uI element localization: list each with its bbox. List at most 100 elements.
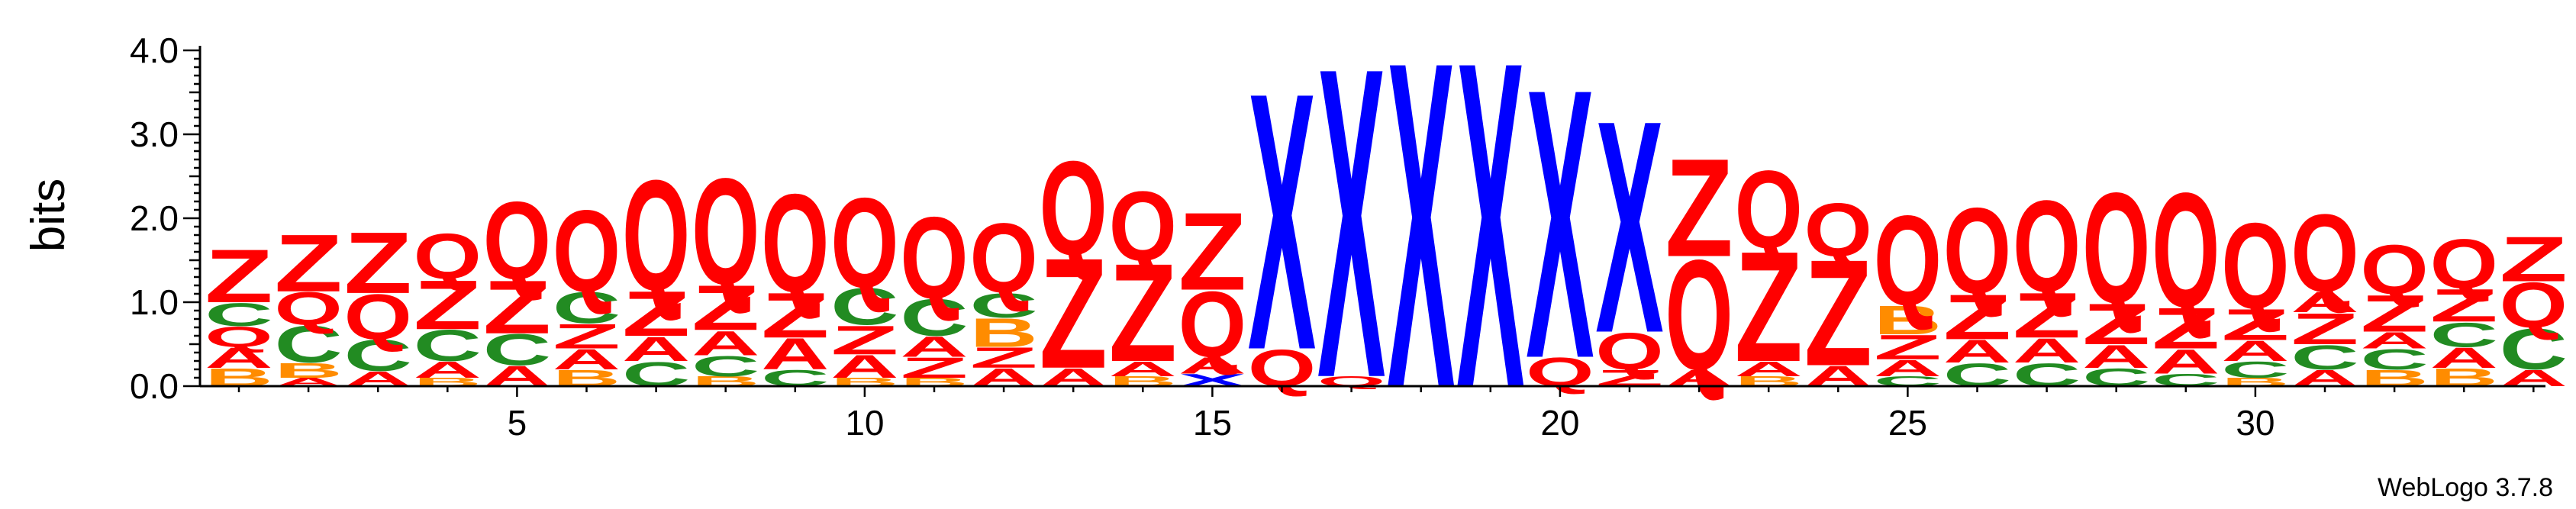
glyph-z-pos-26-2: Z	[1943, 282, 2011, 353]
glyph-z-pos-1-4: Z	[205, 234, 272, 318]
glyph-z-pos-9-2: Z	[761, 280, 829, 352]
glyph-z-pos-29-2: Z	[2152, 295, 2220, 361]
glyph-x-pos-21-2: X	[1595, 57, 1664, 396]
glyph-a-pos-8-2: A	[692, 324, 759, 362]
glyph-b-pos-2-1: B	[274, 359, 342, 382]
glyph-a-pos-10-1: A	[830, 348, 898, 385]
glyph-stacks: BAQCZABCQZACQZBACZQACZQBAZCQCAZQBCAZQCAZ…	[205, 0, 2568, 485]
y-tick-label: 3.0	[130, 114, 179, 154]
glyph-z-pos-11-1: Z	[900, 351, 968, 384]
glyph-z-pos-30-3: Z	[2221, 300, 2289, 350]
glyph-q-pos-33-4: Q	[2430, 225, 2498, 303]
x-tick-label: 15	[1193, 403, 1232, 443]
x-tick-label: 10	[845, 403, 884, 443]
y-tick-label: 1.0	[130, 282, 179, 322]
glyph-c-pos-6-3: C	[553, 284, 621, 333]
glyph-c-pos-33-2: C	[2430, 315, 2498, 354]
glyph-a-pos-32-2: A	[2360, 327, 2428, 353]
glyph-q-pos-12-4: Q	[969, 202, 1037, 313]
glyph-q-pos-22-1: Q	[1665, 228, 1733, 404]
glyph-q-pos-9-3: Q	[761, 166, 829, 321]
glyph-z-pos-28-2: Z	[2082, 292, 2150, 357]
glyph-z-pos-2-4: Z	[274, 218, 342, 309]
glyph-q-pos-34-2: Q	[2500, 270, 2568, 342]
glyph-x-pos-19-0: X	[1456, 0, 1525, 485]
glyph-q-pos-11-4: Q	[900, 193, 968, 324]
glyph-q-pos-10-4: Q	[830, 172, 898, 315]
glyph-z-pos-14-2: Z	[1109, 235, 1177, 391]
glyph-q-pos-7-3: Q	[622, 148, 690, 324]
glyph-q-pos-32-4: Q	[2360, 231, 2428, 309]
glyph-a-pos-6-1: A	[553, 343, 621, 376]
glyph-x-pos-20-1: X	[1526, 9, 1594, 439]
glyph-q-pos-4-4: Q	[414, 221, 482, 293]
y-tick-label: 4.0	[130, 31, 179, 70]
glyph-q-pos-24-2: Q	[1804, 188, 1872, 272]
glyph-c-pos-32-1: C	[2360, 343, 2428, 376]
glyph-b-pos-12-2: B	[969, 311, 1037, 356]
glyph-x-pos-17-1: X	[1317, 0, 1386, 471]
glyph-q-pos-28-3: Q	[2082, 161, 2150, 337]
glyph-q-pos-14-3: Q	[1109, 170, 1177, 281]
glyph-c-pos-3-1: C	[344, 332, 412, 381]
glyph-a-pos-28-1: A	[2082, 338, 2150, 375]
glyph-z-pos-8-3: Z	[692, 272, 759, 344]
stack-position-24: AZQ	[1804, 188, 1872, 398]
glyph-a-pos-15-1: A	[1178, 353, 1246, 379]
weblogo-credit: WebLogo 3.7.8	[2378, 473, 2553, 502]
glyph-a-pos-14-1: A	[1109, 357, 1177, 381]
stack-position-19: X	[1456, 0, 1525, 485]
glyph-a-pos-33-1: A	[2430, 342, 2498, 375]
glyph-z-pos-15-3: Z	[1178, 189, 1246, 313]
axes: 0.0 1.0 2.0 3.0 4.0 5 10 15 20 25 30	[130, 31, 2545, 443]
glyph-q-pos-15-2: Q	[1178, 273, 1246, 377]
glyph-a-pos-26-1: A	[1943, 333, 2011, 369]
glyph-z-pos-5-2: Z	[483, 266, 551, 350]
glyph-q-pos-3-2: Q	[344, 282, 412, 353]
glyph-z-pos-27-2: Z	[2013, 280, 2081, 352]
glyph-c-pos-12-3: C	[969, 286, 1037, 325]
glyph-q-pos-29-3: Q	[2152, 160, 2220, 342]
glyph-z-pos-7-2: Z	[622, 279, 690, 350]
glyph-z-pos-13-1: Z	[1040, 225, 1107, 401]
x-tick-label: 20	[1540, 403, 1579, 443]
glyph-c-pos-1-3: C	[205, 296, 272, 333]
glyph-c-pos-31-1: C	[2291, 338, 2358, 377]
glyph-z-pos-12-1: Z	[969, 341, 1037, 374]
glyph-a-pos-1-1: A	[205, 342, 272, 375]
glyph-c-pos-10-3: C	[830, 278, 898, 337]
glyph-a-pos-29-1: A	[2152, 342, 2220, 381]
glyph-c-pos-5-1: C	[483, 326, 551, 375]
glyph-z-pos-23-2: Z	[1735, 218, 1803, 395]
glyph-q-pos-2-3: Q	[274, 283, 342, 335]
glyph-q-pos-27-3: Q	[2013, 173, 2081, 319]
glyph-q-pos-13-2: Q	[1040, 134, 1107, 283]
stack-position-20: QX	[1526, 9, 1594, 439]
glyph-x-pos-18-0: X	[1387, 0, 1456, 485]
glyph-a-pos-11-2: A	[900, 330, 968, 363]
glyph-x-pos-16-1: X	[1248, 15, 1317, 426]
stack-position-13: AZQ	[1040, 134, 1107, 401]
y-tick-label: 2.0	[130, 198, 179, 238]
glyph-z-pos-4-3: Z	[414, 266, 482, 344]
glyph-a-pos-27-1: A	[2013, 331, 2081, 370]
x-tick-label: 30	[2236, 403, 2275, 443]
glyph-a-pos-30-2: A	[2221, 335, 2289, 368]
glyph-c-pos-11-3: C	[900, 288, 968, 347]
glyph-z-pos-3-3: Z	[344, 214, 412, 311]
glyph-q-pos-6-4: Q	[553, 186, 621, 317]
glyph-z-pos-34-3: Z	[2500, 224, 2568, 295]
